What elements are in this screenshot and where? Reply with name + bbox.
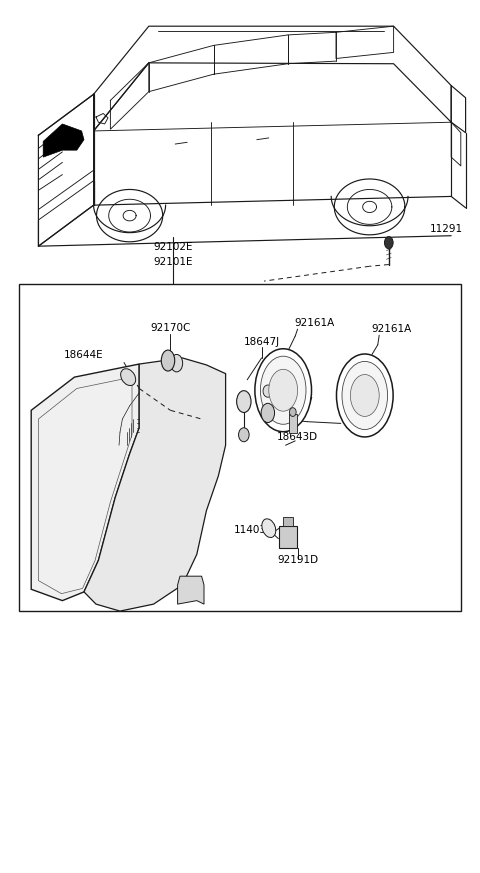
Text: 92101E: 92101E xyxy=(153,257,192,267)
Text: 92170C: 92170C xyxy=(150,323,191,333)
Ellipse shape xyxy=(161,350,175,371)
Bar xyxy=(19,284,461,611)
Ellipse shape xyxy=(384,237,393,249)
Ellipse shape xyxy=(336,354,393,436)
Ellipse shape xyxy=(289,408,296,416)
Polygon shape xyxy=(178,576,204,604)
Ellipse shape xyxy=(171,354,182,372)
Polygon shape xyxy=(84,358,226,611)
Text: 18647J: 18647J xyxy=(243,337,280,347)
Polygon shape xyxy=(31,364,139,601)
Text: 18643D: 18643D xyxy=(277,431,318,442)
Text: 11403B: 11403B xyxy=(233,525,274,535)
Ellipse shape xyxy=(120,368,136,386)
Ellipse shape xyxy=(261,403,275,423)
Ellipse shape xyxy=(350,375,379,416)
Text: 92340A: 92340A xyxy=(341,414,381,424)
Bar xyxy=(279,526,297,548)
Text: 18647: 18647 xyxy=(281,397,314,408)
Text: 11291: 11291 xyxy=(430,223,463,234)
Text: 92161A: 92161A xyxy=(371,324,411,334)
Ellipse shape xyxy=(342,361,388,430)
Ellipse shape xyxy=(269,369,298,411)
Ellipse shape xyxy=(239,428,249,442)
Ellipse shape xyxy=(263,385,273,397)
Ellipse shape xyxy=(262,519,276,538)
Text: 92191D: 92191D xyxy=(277,555,318,566)
Polygon shape xyxy=(43,124,84,157)
Text: 92161A: 92161A xyxy=(294,318,335,328)
Ellipse shape xyxy=(260,356,306,424)
Ellipse shape xyxy=(255,348,312,431)
Text: 18644E: 18644E xyxy=(63,350,103,361)
Text: 92102E: 92102E xyxy=(153,242,192,252)
Bar xyxy=(283,517,293,526)
Bar xyxy=(289,414,297,433)
Ellipse shape xyxy=(237,390,251,413)
